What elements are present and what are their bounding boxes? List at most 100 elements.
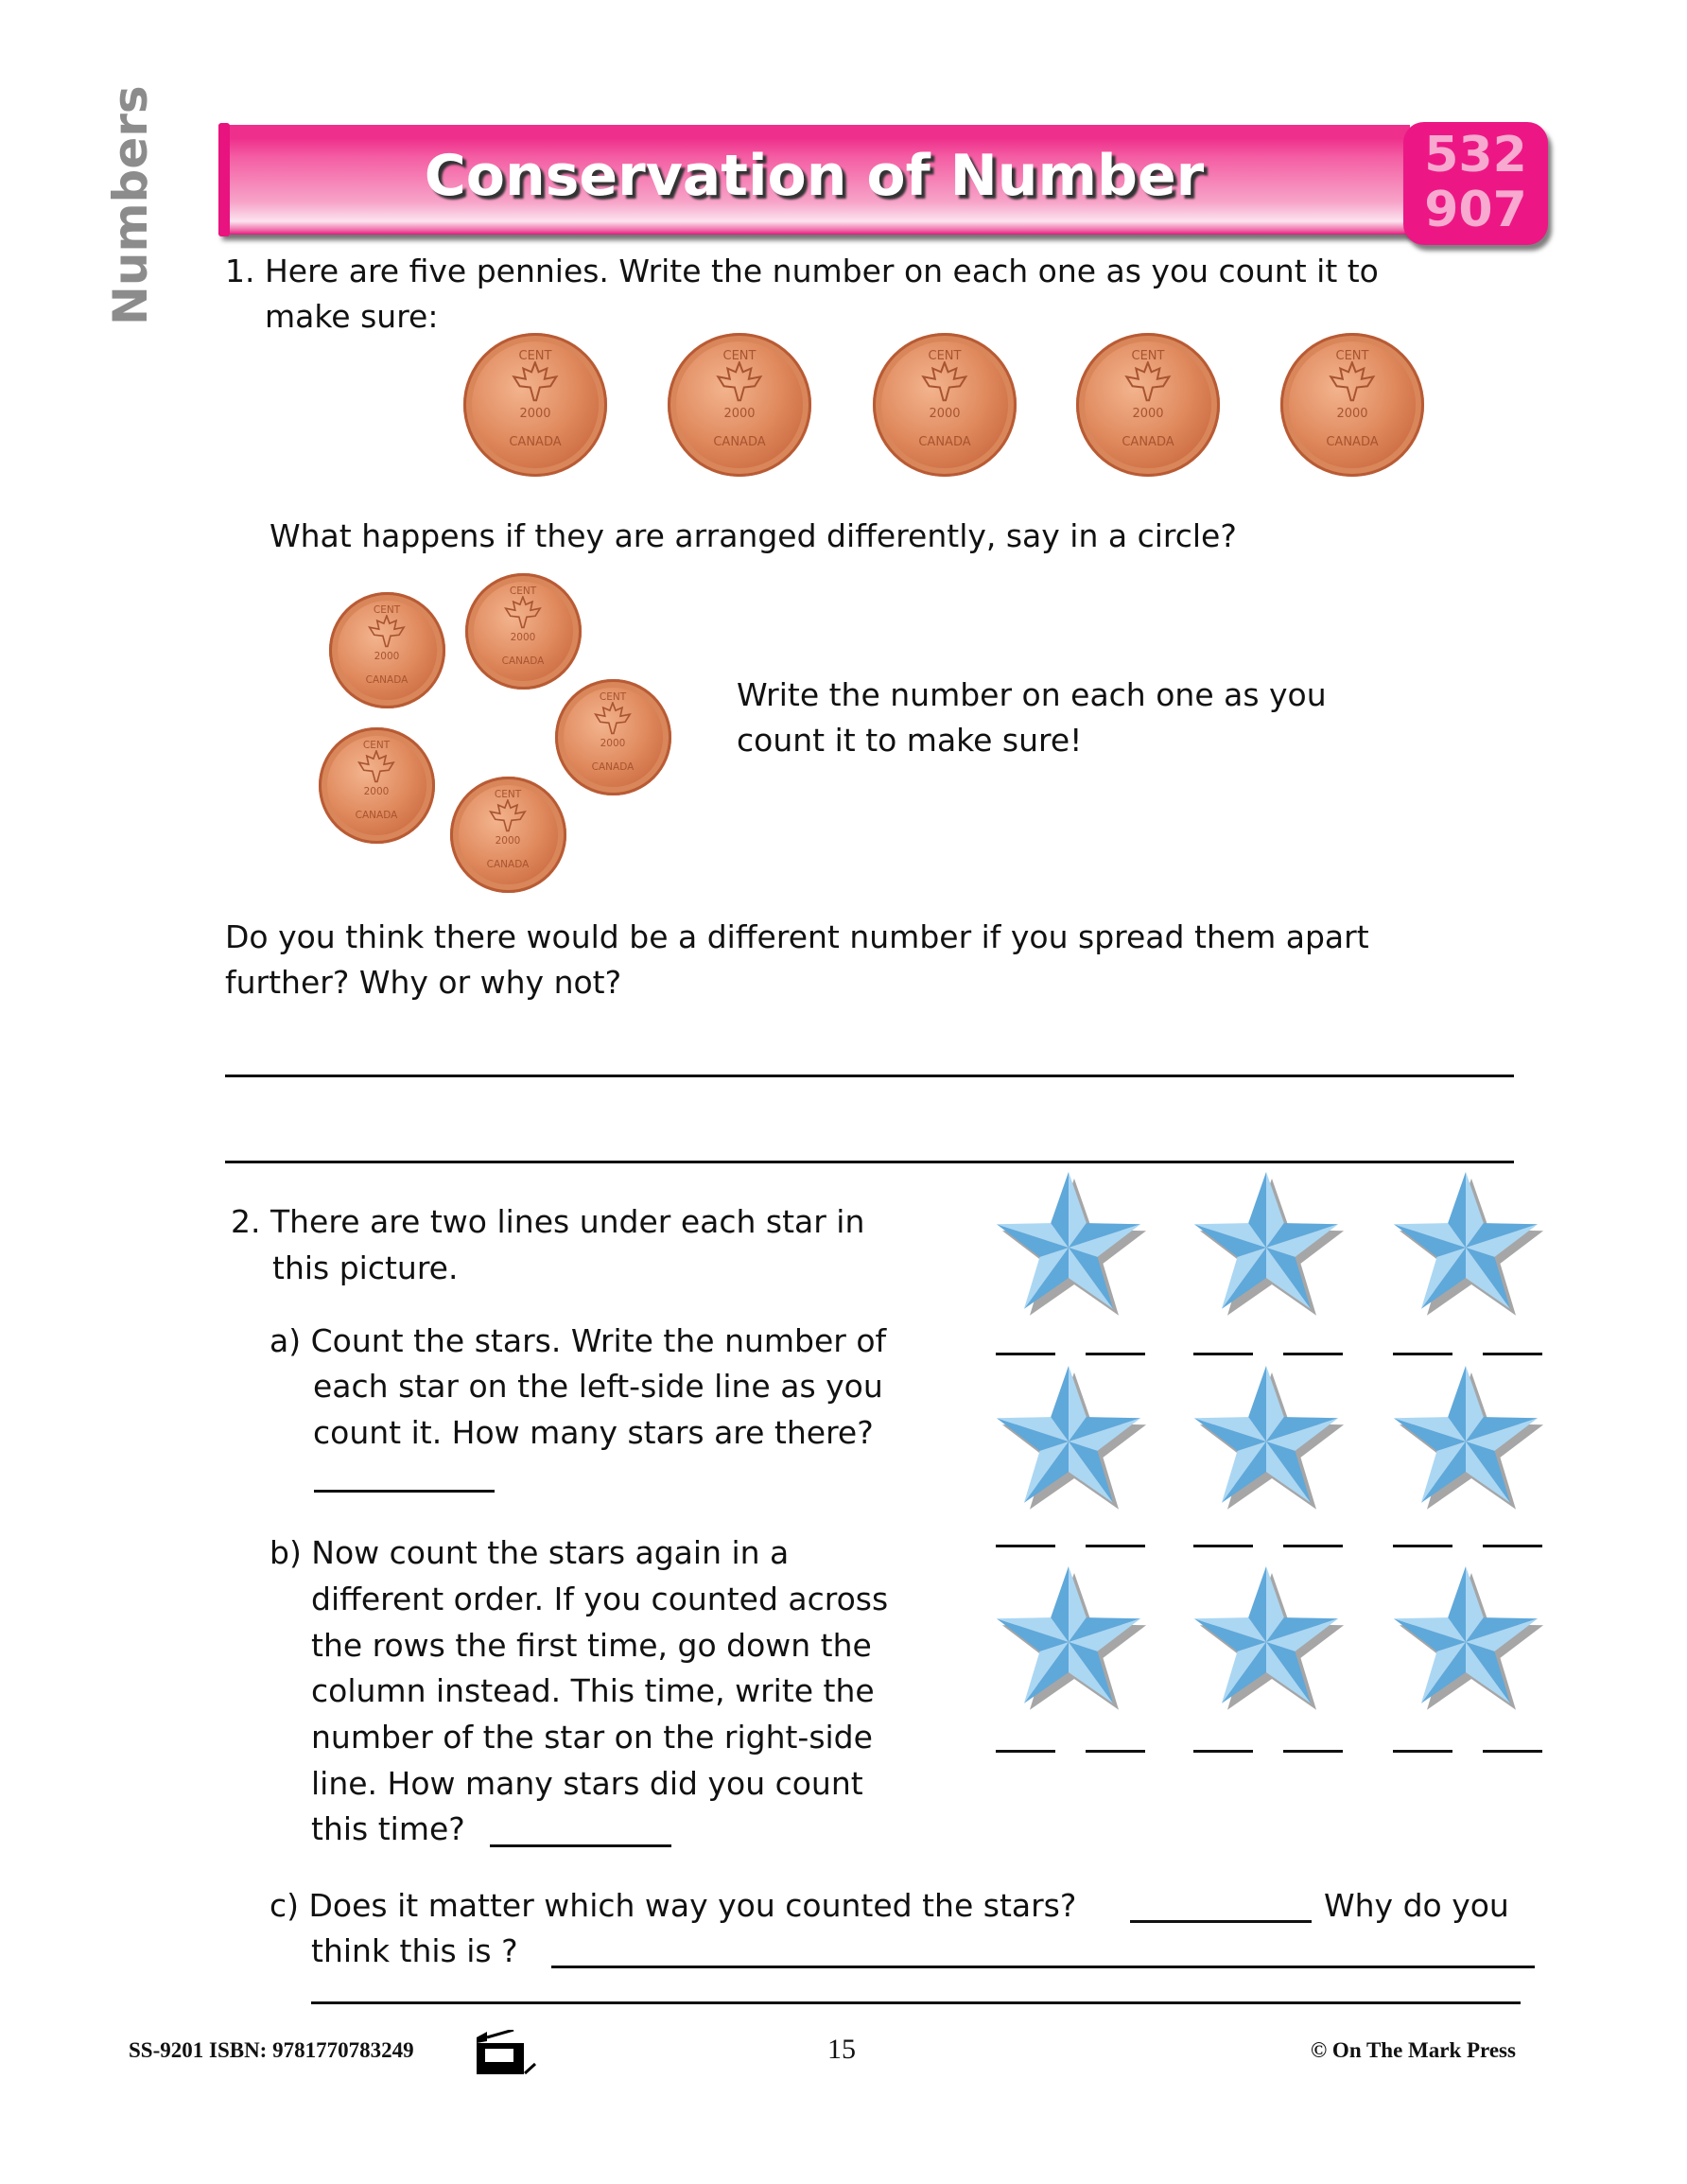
star-left-line[interactable] xyxy=(1193,1545,1253,1547)
penny-country: CANADA xyxy=(501,655,545,668)
penny-year: 2000 xyxy=(495,835,521,847)
maple-leaf-icon xyxy=(921,361,968,402)
arranged-prompt: What happens if they are arranged differ… xyxy=(270,517,1237,554)
banner-edge xyxy=(218,123,230,236)
penny-top-text: CENT xyxy=(362,740,391,752)
q2a-line1: a) Count the stars. Write the number of xyxy=(270,1322,887,1359)
q2b-line4: column instead. This time, write the xyxy=(311,1672,875,1709)
penny-top-text: CENT xyxy=(509,585,537,598)
star-image xyxy=(1385,1358,1556,1532)
q2c-reason-line-1[interactable] xyxy=(551,1966,1535,1968)
title-banner xyxy=(218,125,1410,235)
q2-intro-line1: 2. There are two lines under each star i… xyxy=(231,1203,865,1240)
penny-year: 2000 xyxy=(929,407,961,422)
penny-top-text: CENT xyxy=(722,349,757,364)
penny-image: CENT 2000 CANADA xyxy=(1076,333,1220,477)
star-image xyxy=(1186,1358,1356,1532)
q1-line2: make sure: xyxy=(265,298,439,335)
q2c-answer-blank[interactable] xyxy=(1130,1920,1312,1923)
q2b-line7: this time? xyxy=(311,1810,465,1847)
maple-leaf-icon xyxy=(594,702,632,735)
q2c-line1: c) Does it matter which way you counted … xyxy=(270,1887,1077,1924)
write-instruction-line2: count it to make sure! xyxy=(737,722,1083,759)
star-left-line[interactable] xyxy=(996,1750,1055,1753)
penny-year: 2000 xyxy=(510,632,536,644)
star-right-line[interactable] xyxy=(1483,1750,1542,1753)
star-left-line[interactable] xyxy=(1393,1750,1452,1753)
q2b-line5: number of the star on the right-side xyxy=(311,1719,873,1756)
star-left-line[interactable] xyxy=(1193,1353,1253,1355)
penny-year: 2000 xyxy=(374,651,400,663)
penny-country: CANADA xyxy=(509,435,562,450)
penny-image: CENT 2000 CANADA xyxy=(464,572,582,690)
q2b-line3: the rows the first time, go down the xyxy=(311,1627,872,1664)
star-right-line[interactable] xyxy=(1283,1750,1343,1753)
maple-leaf-icon xyxy=(512,361,559,402)
q2b-line1: b) Now count the stars again in a xyxy=(270,1534,790,1571)
penny-country: CANADA xyxy=(1326,435,1379,450)
q2a-line2: each star on the left-side line as you xyxy=(313,1368,883,1405)
penny-year: 2000 xyxy=(363,786,390,798)
star-image xyxy=(1385,1559,1556,1733)
spread-question-line1: Do you think there would be a different … xyxy=(225,918,1369,955)
penny-top-text: CENT xyxy=(373,604,401,617)
penny-country: CANADA xyxy=(365,674,409,687)
penny-top-text: CENT xyxy=(928,349,962,364)
star-right-line[interactable] xyxy=(1283,1545,1343,1547)
penny-year: 2000 xyxy=(723,407,756,422)
star-image xyxy=(988,1559,1158,1733)
answer-line-2[interactable] xyxy=(225,1161,1514,1163)
star-right-line[interactable] xyxy=(1086,1545,1145,1547)
star-left-line[interactable] xyxy=(1393,1353,1452,1355)
penny-country: CANADA xyxy=(713,435,766,450)
page-title: Conservation of Number xyxy=(424,143,1205,209)
penny-image: CENT 2000 CANADA xyxy=(1280,333,1424,477)
star-right-line[interactable] xyxy=(1086,1353,1145,1355)
star-right-line[interactable] xyxy=(1283,1353,1343,1355)
penny-country: CANADA xyxy=(355,810,398,822)
maple-leaf-icon xyxy=(716,361,763,402)
q2b-line6: line. How many stars did you count xyxy=(311,1765,863,1802)
penny-top-text: CENT xyxy=(1131,349,1165,364)
penny-image: CENT 2000 CANADA xyxy=(668,333,811,477)
penny-top-text: CENT xyxy=(1335,349,1369,364)
penny-image: CENT 2000 CANADA xyxy=(873,333,1017,477)
penny-top-text: CENT xyxy=(494,789,522,801)
maple-leaf-icon xyxy=(489,799,527,832)
numbers-badge: 532 907 xyxy=(1403,122,1548,245)
q2c-line2: think this is ? xyxy=(311,1932,518,1969)
star-right-line[interactable] xyxy=(1483,1353,1542,1355)
penny-year: 2000 xyxy=(1336,407,1368,422)
star-left-line[interactable] xyxy=(996,1353,1055,1355)
penny-country: CANADA xyxy=(486,859,530,871)
q2c-reason-line-2[interactable] xyxy=(311,2001,1521,2004)
copier-icon xyxy=(476,2028,570,2079)
star-image xyxy=(1186,1164,1356,1338)
footer-code: SS-9201 ISBN: 9781770783249 xyxy=(129,2038,414,2062)
badge-digits-bottom: 907 xyxy=(1424,182,1527,238)
star-image xyxy=(1385,1164,1556,1338)
maple-leaf-icon xyxy=(1124,361,1172,402)
answer-line-1[interactable] xyxy=(225,1075,1514,1077)
star-left-line[interactable] xyxy=(996,1545,1055,1547)
section-label: Numbers xyxy=(103,85,158,325)
penny-year: 2000 xyxy=(1132,407,1164,422)
q2b-line2: different order. If you counted across xyxy=(311,1581,889,1617)
maple-leaf-icon xyxy=(368,615,406,648)
star-left-line[interactable] xyxy=(1193,1750,1253,1753)
star-right-line[interactable] xyxy=(1483,1545,1542,1547)
penny-country: CANADA xyxy=(1122,435,1174,450)
q2a-answer-blank[interactable] xyxy=(314,1490,495,1493)
q2b-answer-blank[interactable] xyxy=(490,1844,671,1847)
maple-leaf-icon xyxy=(504,596,542,629)
badge-digits-top: 532 xyxy=(1424,127,1527,183)
penny-image: CENT 2000 CANADA xyxy=(554,678,671,795)
penny-image: CENT 2000 CANADA xyxy=(318,726,435,844)
star-right-line[interactable] xyxy=(1086,1750,1145,1753)
penny-year: 2000 xyxy=(600,738,626,750)
star-image xyxy=(988,1164,1158,1338)
star-image xyxy=(1186,1559,1356,1733)
q1-line1: 1. Here are five pennies. Write the numb… xyxy=(225,253,1379,289)
footer-publisher: © On The Mark Press xyxy=(1311,2038,1516,2062)
star-left-line[interactable] xyxy=(1393,1545,1452,1547)
